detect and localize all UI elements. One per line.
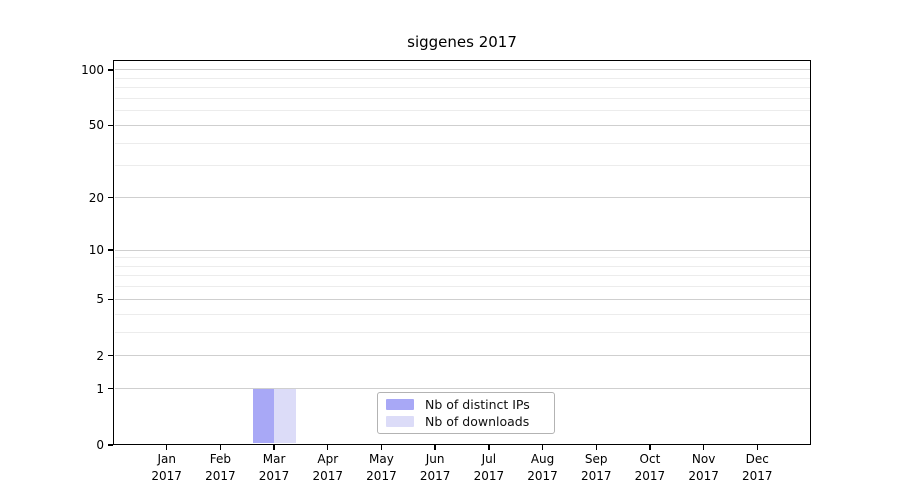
gridline-major (114, 69, 810, 71)
gridline-major (114, 355, 810, 357)
legend-entry-distinct-ips: Nb of distinct IPs (386, 397, 545, 412)
x-tick-label: Oct 2017 (634, 452, 666, 483)
bar-nb-of-downloads (274, 388, 296, 444)
legend-swatch-downloads (386, 416, 414, 427)
legend-label-distinct-ips: Nb of distinct IPs (425, 397, 530, 412)
y-tick-mark (108, 69, 113, 71)
y-tick-label: 5 (96, 292, 104, 307)
gridline-minor (114, 257, 810, 259)
x-tick-mark (165, 445, 168, 450)
bar-nb-of-distinct-ips (252, 388, 275, 444)
x-tick-mark (649, 445, 651, 450)
y-tick-label: 50 (88, 118, 104, 133)
legend-swatch-distinct-ips (386, 399, 414, 410)
y-tick-mark (108, 249, 113, 251)
y-tick-mark (108, 444, 113, 446)
x-tick-label: Jul 2017 (473, 452, 505, 483)
y-tick-mark (108, 354, 113, 357)
gridline-major (114, 124, 810, 126)
gridline-major (114, 298, 810, 300)
gridline-major (114, 388, 810, 390)
x-tick-label: Mar 2017 (258, 452, 290, 483)
x-tick-mark (756, 445, 758, 450)
legend-entry-downloads: Nb of downloads (386, 414, 545, 429)
gridline-minor (114, 110, 810, 112)
x-tick-mark (219, 445, 222, 450)
gridline-minor (114, 331, 810, 333)
x-tick-mark (434, 445, 436, 450)
legend-label-downloads: Nb of downloads (425, 414, 530, 429)
x-tick-label: Jun 2017 (419, 452, 451, 483)
y-tick-mark (108, 196, 113, 199)
gridline-minor (114, 142, 810, 144)
gridline-minor (114, 87, 810, 89)
y-tick-label: 1 (96, 381, 104, 396)
legend: Nb of distinct IPs Nb of downloads (377, 392, 555, 434)
x-tick-label: Dec 2017 (742, 452, 773, 483)
gridline-minor (114, 165, 810, 167)
x-tick-mark (702, 445, 705, 450)
gridline-minor (114, 275, 810, 277)
gridline-minor (114, 265, 810, 267)
x-tick-label: Jan 2017 (151, 452, 182, 483)
y-tick-mark (108, 387, 113, 390)
x-tick-mark (595, 445, 597, 450)
x-tick-label: Apr 2017 (312, 452, 344, 483)
y-tick-label: 10 (88, 243, 104, 258)
gridline-minor (114, 77, 810, 79)
x-tick-label: Aug 2017 (527, 452, 558, 483)
y-tick-label: 2 (96, 348, 104, 363)
x-tick-label: Feb 2017 (205, 452, 236, 483)
x-tick-mark (273, 445, 275, 450)
plot-area (113, 60, 811, 445)
x-tick-label: Sep 2017 (580, 452, 612, 483)
x-tick-mark (327, 445, 329, 450)
y-tick-mark (108, 298, 113, 301)
gridline-minor (114, 313, 810, 315)
x-tick-label: Nov 2017 (688, 452, 719, 483)
y-tick-label: 100 (81, 62, 104, 77)
y-tick-label: 20 (88, 190, 104, 205)
gridline-major (114, 249, 810, 251)
gridline-minor (114, 286, 810, 288)
y-tick-mark (108, 124, 113, 127)
x-tick-mark (380, 445, 383, 450)
gridline-major (114, 197, 810, 198)
gridline-minor (114, 97, 810, 99)
y-tick-label: 0 (96, 438, 104, 452)
chart-title: siggenes 2017 (407, 33, 517, 51)
x-tick-mark (488, 445, 490, 450)
x-tick-mark (541, 445, 544, 450)
x-tick-label: May 2017 (366, 452, 397, 483)
